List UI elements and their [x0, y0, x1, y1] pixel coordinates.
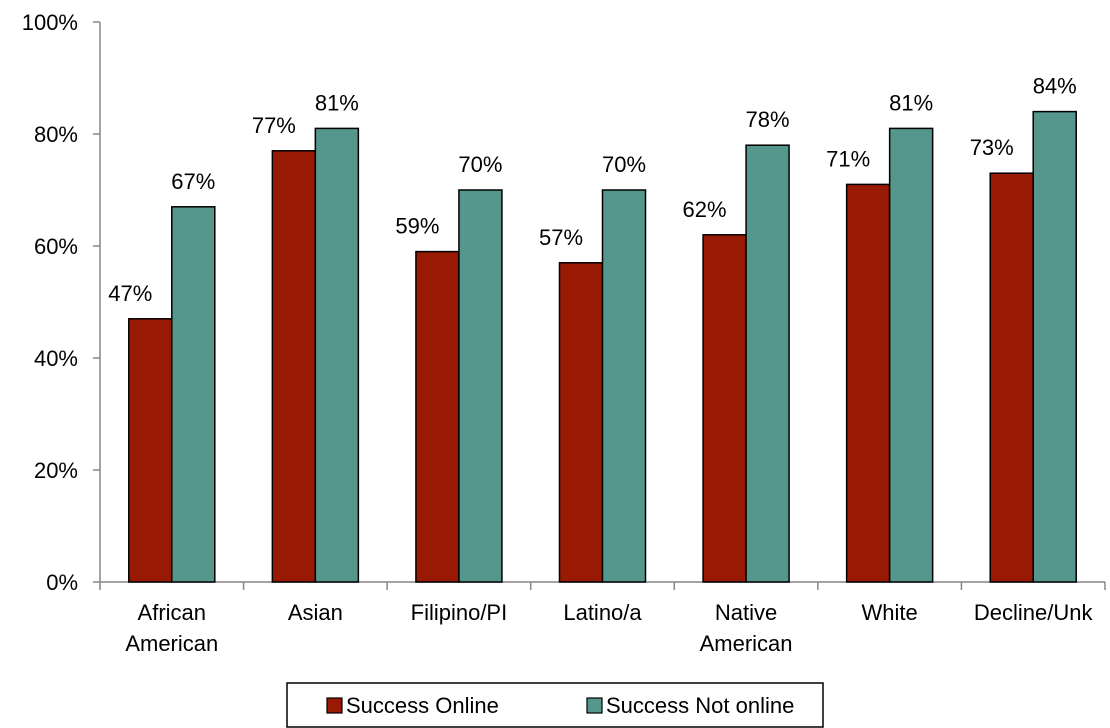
- y-axis: 0% 20% 40% 60% 80% 100%: [22, 10, 101, 595]
- bar-not-online: [888, 127, 934, 583]
- bar-not-online: [601, 189, 647, 583]
- legend-label: Success Not online: [606, 693, 794, 718]
- data-label: 78%: [746, 107, 790, 132]
- y-tick-label: 80%: [34, 122, 78, 147]
- legend-swatch: [586, 697, 603, 714]
- data-label: 59%: [395, 214, 439, 239]
- x-category-label: Filipino/PI: [411, 600, 508, 625]
- bar-online: [128, 318, 173, 583]
- data-label: 47%: [108, 281, 152, 306]
- x-category-label: White: [862, 600, 918, 625]
- data-label: 67%: [171, 169, 215, 194]
- y-tick-label: 20%: [34, 458, 78, 483]
- y-tick-label: 60%: [34, 234, 78, 259]
- y-tick-label: 0%: [46, 570, 78, 595]
- data-label: 70%: [602, 152, 646, 177]
- x-axis: African American Asian Filipino/PI Latino/a N…: [99, 581, 1106, 656]
- bar-online: [702, 234, 747, 583]
- data-label: 62%: [683, 197, 727, 222]
- y-tick-label: 40%: [34, 346, 78, 371]
- y-tick-label: 100%: [22, 10, 78, 35]
- bar-online: [845, 183, 891, 583]
- data-label: 81%: [889, 90, 933, 115]
- legend-box: [286, 682, 824, 728]
- legend-label: Success Online: [346, 693, 499, 718]
- bars: [128, 110, 1077, 583]
- x-category-label: Asian: [288, 600, 343, 625]
- data-label: 81%: [315, 90, 359, 115]
- x-category-label: African American: [125, 600, 218, 656]
- bar-online: [558, 262, 604, 583]
- bar-online: [989, 172, 1034, 583]
- data-label: 70%: [458, 152, 502, 177]
- bar-not-online: [314, 127, 360, 583]
- bar-online: [271, 150, 317, 583]
- bar-online: [415, 250, 460, 583]
- data-label: 84%: [1033, 74, 1077, 99]
- data-label: 71%: [826, 146, 870, 171]
- x-category-label: Latino/a: [563, 600, 642, 625]
- data-label: 77%: [252, 113, 296, 138]
- x-category-label: Native American: [700, 600, 793, 656]
- bar-not-online: [458, 189, 503, 583]
- data-labels: 47% 67% 77% 81% 59% 70% 57% 70% 62% 78% 71% 81% 73% 8…: [108, 74, 1076, 306]
- x-category-label: Decline/Unk: [974, 600, 1094, 625]
- bar-not-online: [1032, 110, 1077, 583]
- bar-not-online: [745, 144, 790, 583]
- data-label: 73%: [970, 135, 1014, 160]
- data-label: 57%: [539, 225, 583, 250]
- legend-swatch: [326, 697, 343, 714]
- bar-not-online: [171, 206, 216, 583]
- legend: Success Online Success Not online: [286, 682, 824, 728]
